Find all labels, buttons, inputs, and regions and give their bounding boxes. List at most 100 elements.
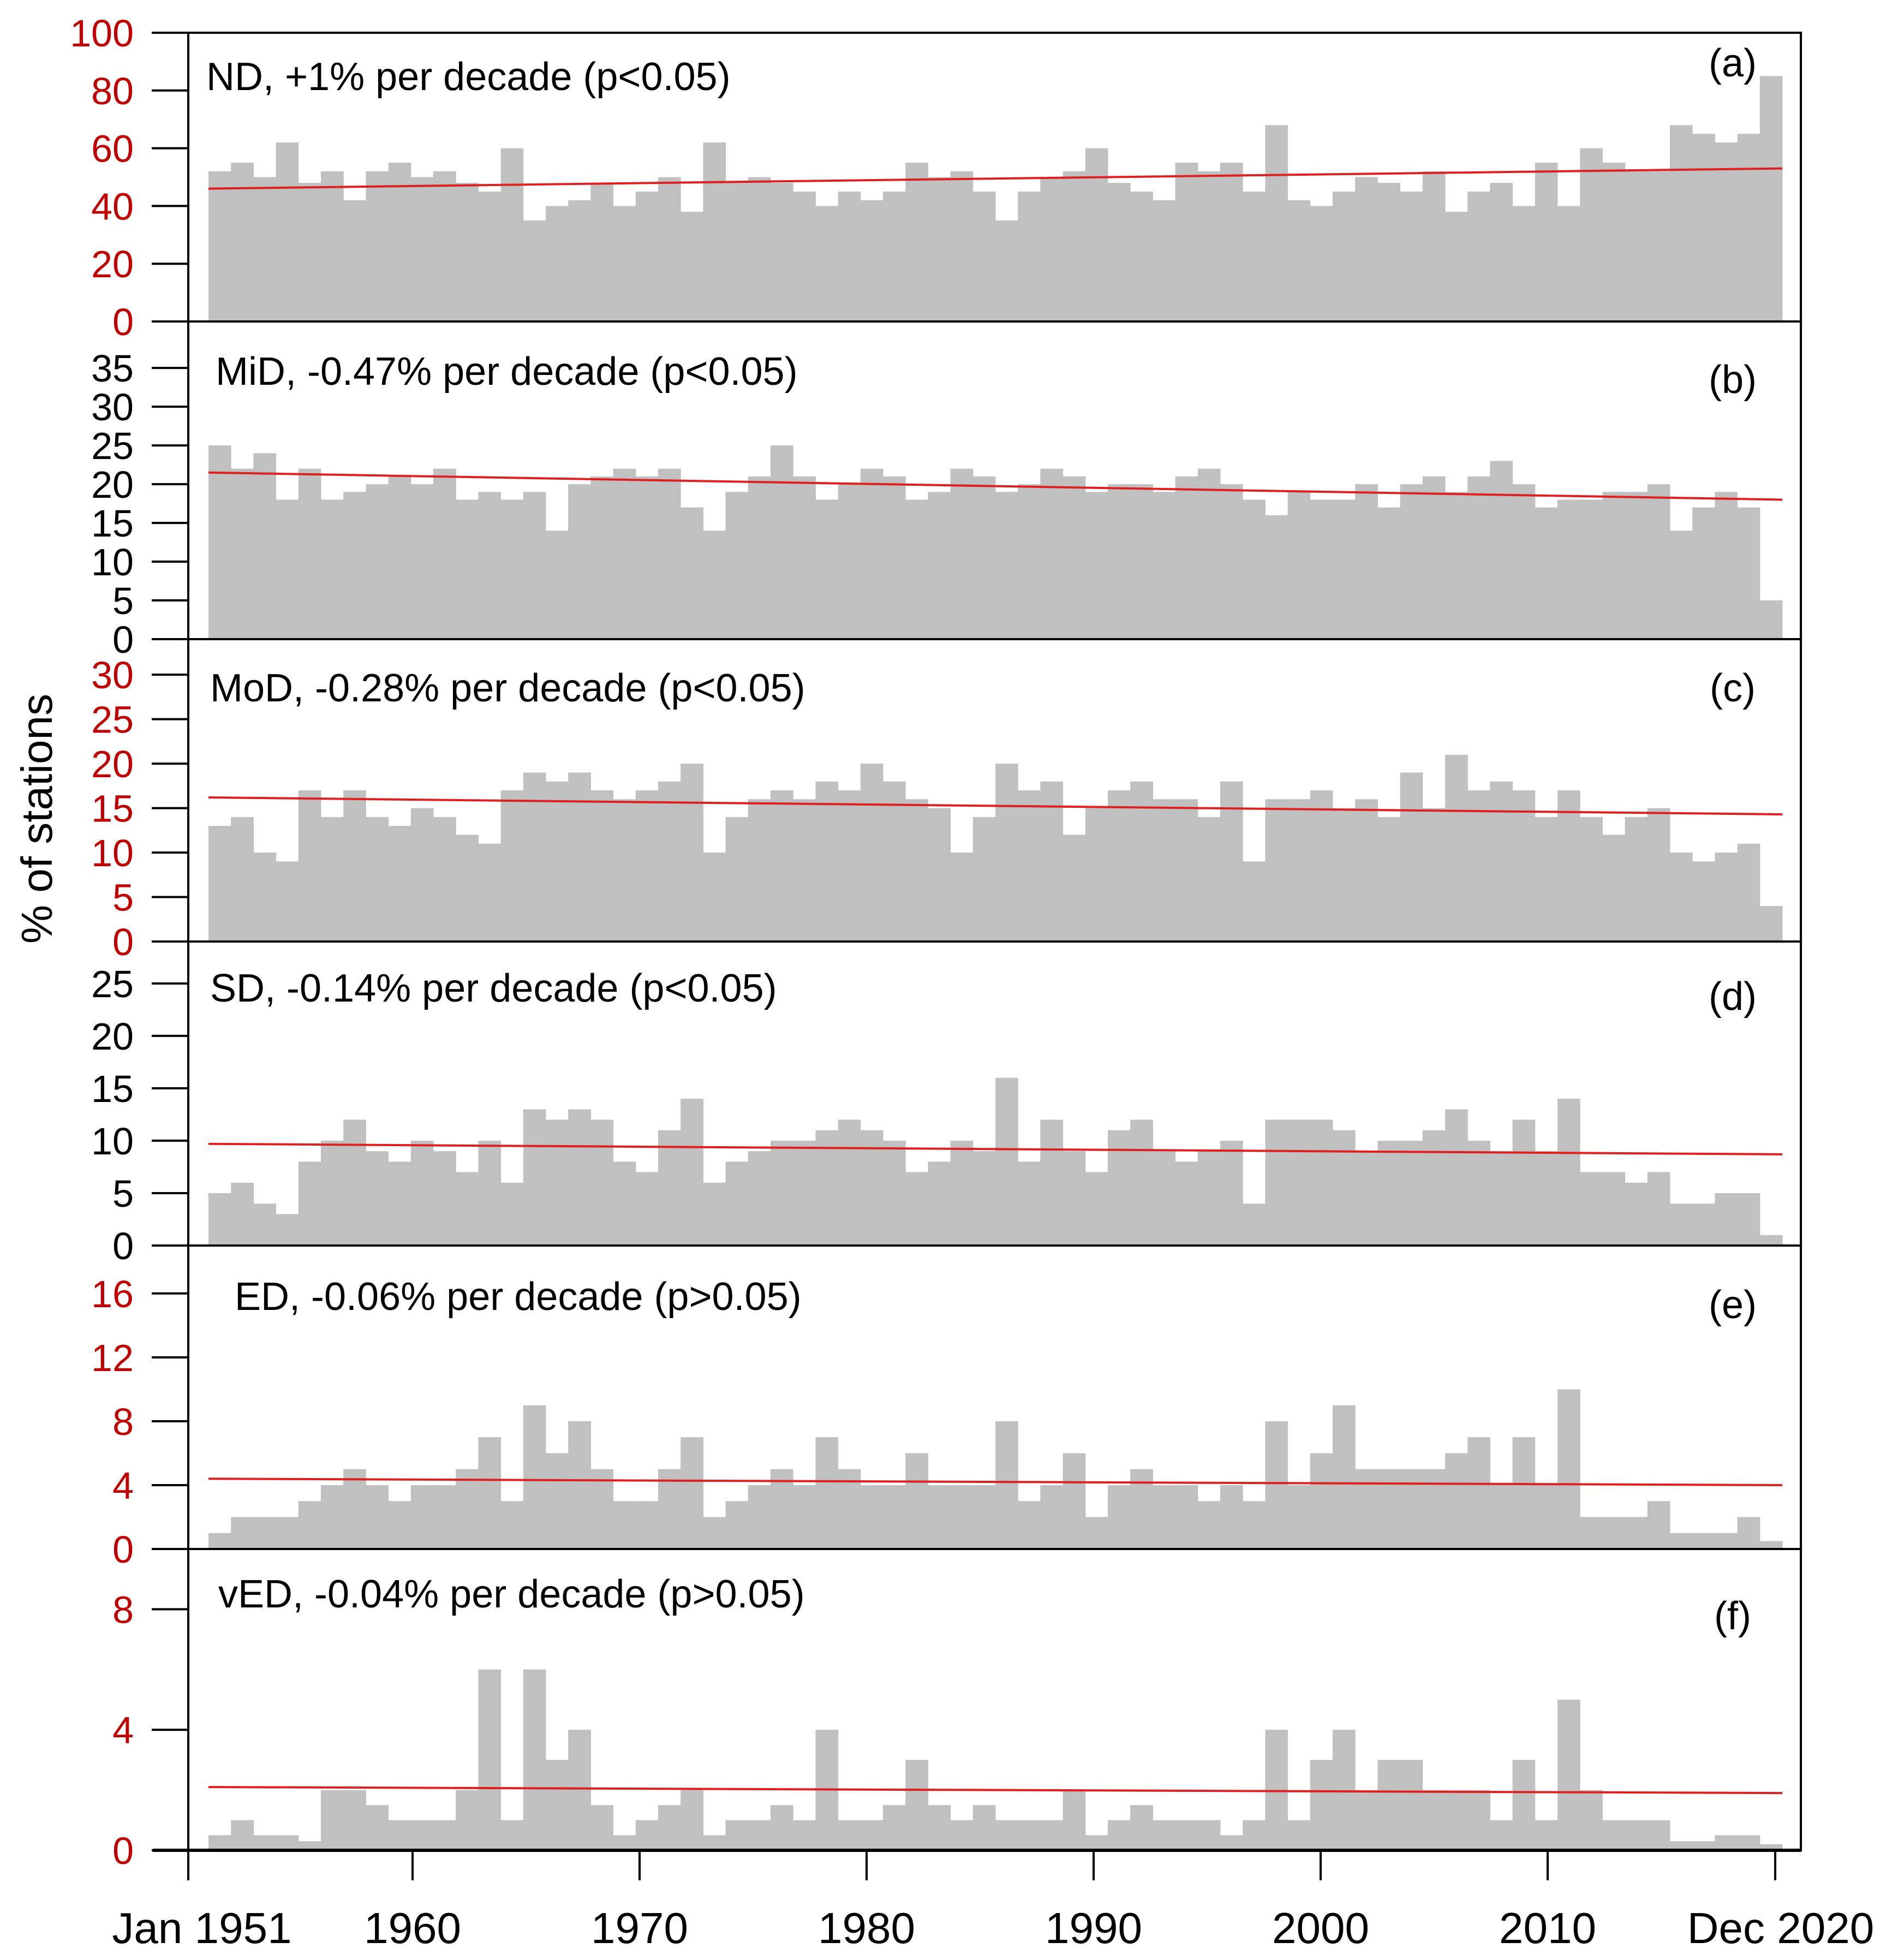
bar-a-1951 xyxy=(208,171,231,321)
bar-d-2016 xyxy=(1670,1204,1693,1246)
bar-b-2011 xyxy=(1557,499,1580,639)
bar-e-1966 xyxy=(546,1453,569,1549)
bar-b-1966 xyxy=(546,531,569,639)
bar-b-1994 xyxy=(1175,476,1198,639)
bar-d-1966 xyxy=(546,1119,569,1246)
bar-c-1966 xyxy=(546,781,569,942)
bar-e-2019 xyxy=(1737,1517,1760,1549)
bar-b-1955 xyxy=(298,468,321,639)
y-axis-label: % of stations xyxy=(13,694,61,944)
bar-e-2018 xyxy=(1715,1533,1738,1549)
bar-e-2006 xyxy=(1445,1453,1468,1549)
bar-a-2013 xyxy=(1602,163,1626,321)
bar-f-1973 xyxy=(703,1835,726,1850)
bar-f-1976 xyxy=(771,1805,793,1850)
bar-b-1954 xyxy=(276,499,299,639)
bar-c-1955 xyxy=(298,790,321,942)
bar-c-1983 xyxy=(928,808,951,942)
bar-d-2014 xyxy=(1625,1182,1648,1246)
bar-c-2009 xyxy=(1512,790,1536,942)
bar-b-2002 xyxy=(1355,484,1378,639)
y-tick-label-c: 10 xyxy=(91,832,134,874)
bar-d-1976 xyxy=(771,1140,793,1246)
bar-c-1968 xyxy=(590,790,614,942)
bar-c-1951 xyxy=(208,826,231,942)
bar-b-2000 xyxy=(1310,499,1333,639)
bar-e-2008 xyxy=(1490,1485,1513,1549)
bar-b-2007 xyxy=(1467,476,1490,639)
bar-a-2019 xyxy=(1737,134,1760,321)
bar-d-1955 xyxy=(298,1161,321,1246)
bar-a-1994 xyxy=(1175,163,1198,321)
bar-e-1969 xyxy=(613,1501,636,1549)
bar-e-1965 xyxy=(523,1405,546,1549)
bar-d-2003 xyxy=(1377,1140,1401,1246)
bar-e-2017 xyxy=(1692,1533,1715,1549)
bar-f-2015 xyxy=(1647,1820,1670,1850)
bar-d-1977 xyxy=(793,1140,816,1246)
bar-d-2006 xyxy=(1445,1109,1468,1246)
y-tick-label-d: 10 xyxy=(91,1120,134,1163)
bar-b-1990 xyxy=(1085,492,1108,639)
bar-b-2019 xyxy=(1737,507,1760,639)
bar-d-1968 xyxy=(590,1119,614,1246)
bar-b-2020 xyxy=(1759,600,1783,639)
bar-d-1973 xyxy=(703,1182,726,1246)
bar-b-1983 xyxy=(928,492,951,639)
bar-b-1987 xyxy=(1018,484,1041,639)
bar-e-1951 xyxy=(208,1533,231,1549)
panel-d: 0 5 10 15 20 25 SD, -0.14% per decade (p<0.05)… xyxy=(91,940,1802,1267)
panel-title-d: SD, -0.14% per decade (p<0.05) xyxy=(210,967,777,1010)
x-tick-label: 2010 xyxy=(1499,1904,1596,1952)
y-tick-label-a: 80 xyxy=(91,70,134,112)
bar-b-2016 xyxy=(1670,531,1693,639)
bar-e-2003 xyxy=(1377,1469,1401,1549)
y-tick-label-c: 5 xyxy=(112,877,134,919)
bar-d-1953 xyxy=(253,1204,277,1246)
bar-e-1970 xyxy=(635,1501,659,1549)
bar-b-2009 xyxy=(1512,484,1536,639)
bar-b-1978 xyxy=(815,499,839,639)
bar-c-2018 xyxy=(1715,853,1738,942)
bar-b-2017 xyxy=(1692,507,1715,639)
bar-e-1992 xyxy=(1130,1469,1153,1549)
bar-c-1998 xyxy=(1265,799,1288,942)
bar-f-1981 xyxy=(883,1805,906,1850)
y-tick-label-b: 35 xyxy=(91,347,134,390)
panel-title-b: MiD, -0.47% per decade (p<0.05) xyxy=(216,350,798,394)
bar-f-1991 xyxy=(1108,1820,1131,1850)
bar-c-2006 xyxy=(1445,754,1468,942)
bar-d-2020 xyxy=(1759,1235,1783,1246)
bar-c-2008 xyxy=(1490,781,1513,942)
bar-f-2000 xyxy=(1310,1760,1333,1850)
y-tick-label-a: 20 xyxy=(91,243,134,285)
x-tick-label: Jan 1951 xyxy=(112,1904,291,1952)
bar-b-2015 xyxy=(1647,484,1670,639)
bar-f-1967 xyxy=(568,1730,591,1850)
bar-f-1962 xyxy=(456,1790,479,1850)
y-tick-label-d: 0 xyxy=(112,1225,134,1267)
bar-a-2014 xyxy=(1625,171,1648,321)
bar-f-1997 xyxy=(1243,1820,1266,1850)
bar-d-1962 xyxy=(456,1172,479,1246)
bar-e-1958 xyxy=(366,1485,389,1549)
bar-b-1970 xyxy=(635,476,659,639)
bar-a-2005 xyxy=(1422,171,1446,321)
bar-d-1983 xyxy=(928,1161,951,1246)
bar-f-1977 xyxy=(793,1820,816,1850)
bar-f-1951 xyxy=(208,1835,231,1850)
bar-a-1990 xyxy=(1085,148,1108,321)
bar-f-2019 xyxy=(1737,1835,1760,1850)
bar-e-1986 xyxy=(995,1421,1018,1549)
bar-c-1970 xyxy=(635,790,659,942)
panel-title-c: MoD, -0.28% per decade (p<0.05) xyxy=(210,666,805,710)
bar-c-1953 xyxy=(253,853,277,942)
bar-c-1976 xyxy=(771,790,793,942)
bar-a-1954 xyxy=(276,142,299,321)
y-tick-label-a: 0 xyxy=(112,301,134,343)
bar-a-1981 xyxy=(883,191,906,321)
bar-f-2014 xyxy=(1625,1820,1648,1850)
bar-b-1961 xyxy=(433,468,456,639)
bar-f-2006 xyxy=(1445,1790,1468,1850)
bar-d-2017 xyxy=(1692,1204,1715,1246)
